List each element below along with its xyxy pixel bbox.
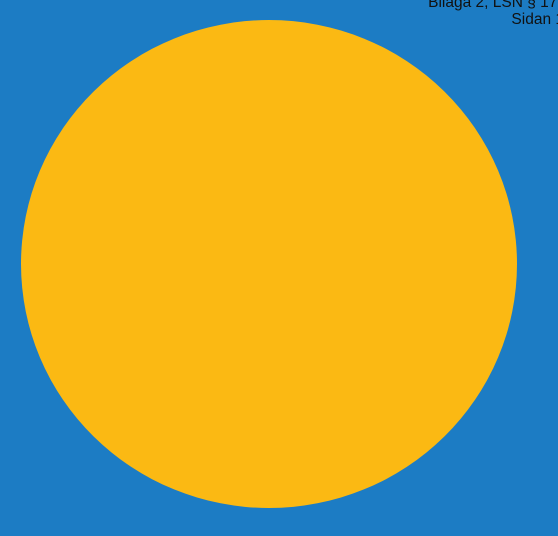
yellow-circle xyxy=(21,20,517,508)
page-header: Bilaga 2, LSN § 177 Sidan 1 xyxy=(266,0,558,28)
attachment-reference: Bilaga 2, LSN § 177 xyxy=(428,0,558,11)
page-number: Sidan 1 xyxy=(511,11,558,28)
